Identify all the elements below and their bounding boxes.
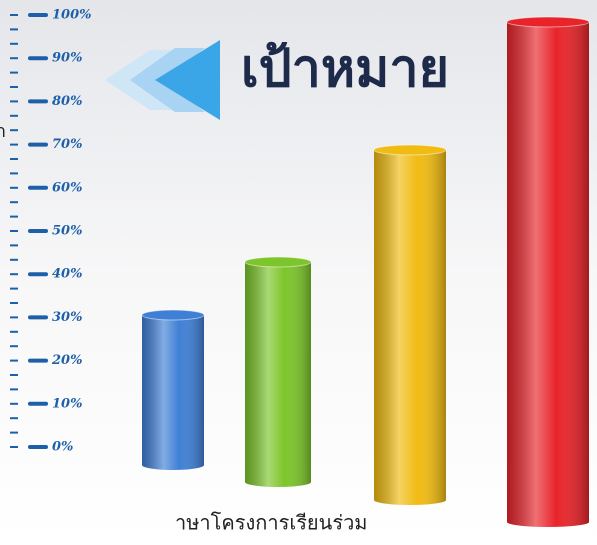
- y-tick-label: 100%: [52, 8, 92, 23]
- y-tick-label: 50%: [52, 224, 82, 239]
- y-tick-label: 30%: [52, 310, 82, 325]
- y-tick-label: 40%: [52, 267, 82, 282]
- bar: [506, 16, 590, 527]
- side-text: า: [0, 121, 6, 142]
- bar-top: [244, 256, 312, 268]
- bar: [141, 309, 205, 470]
- y-tick-label: 0%: [52, 440, 73, 455]
- bar-shine: [142, 315, 204, 470]
- bar: [244, 256, 312, 487]
- bar-top: [141, 309, 205, 321]
- arrows: [105, 40, 220, 120]
- y-tick-label: 90%: [52, 51, 82, 66]
- y-tick-label: 10%: [52, 396, 82, 411]
- bar-shine: [507, 22, 589, 527]
- bar: [373, 144, 447, 505]
- caption: าษาโครงการเรียนร่วม: [175, 511, 367, 535]
- y-tick-label: 60%: [52, 180, 82, 195]
- bar-shine: [245, 262, 311, 487]
- y-tick-label: 80%: [52, 94, 82, 109]
- y-tick-label: 70%: [52, 137, 82, 152]
- axis-dashes: [10, 14, 18, 448]
- bar-top: [506, 16, 590, 28]
- bar-shine: [374, 150, 446, 505]
- chart-title: เป้าหมาย: [241, 39, 449, 99]
- bar-top: [373, 144, 447, 156]
- y-tick-label: 20%: [51, 353, 82, 368]
